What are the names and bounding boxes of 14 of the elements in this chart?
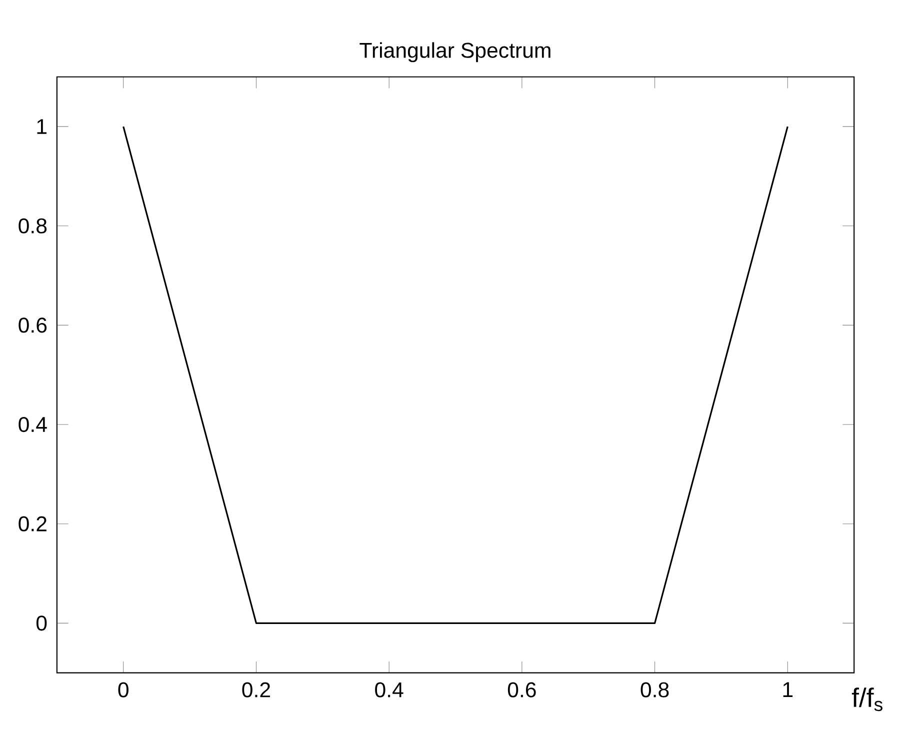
y-tick-label: 0.2 xyxy=(18,516,46,532)
x-tick-label: 0.6 xyxy=(508,682,536,698)
y-tick-label: 0 xyxy=(36,616,47,631)
x-tick-label: 0 xyxy=(118,682,128,698)
x-tick-label: 0.4 xyxy=(375,682,404,698)
x-tick-label: 0.2 xyxy=(242,682,270,698)
x-axis-title: f/f$_{s}$ xyxy=(852,688,882,712)
y-tick-label: 0.6 xyxy=(18,318,47,333)
chart-title: Triangular Spectrum xyxy=(360,42,550,62)
y-tick-label: 1 xyxy=(37,119,46,134)
x-tick-label: 1 xyxy=(783,682,793,697)
y-tick-label: 0.4 xyxy=(18,416,47,432)
x-tick-label: 0.8 xyxy=(640,682,669,698)
y-tick-label: 0.8 xyxy=(18,218,47,234)
